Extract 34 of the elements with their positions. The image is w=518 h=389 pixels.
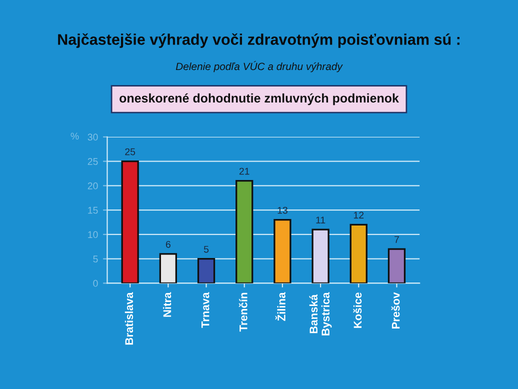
bar — [121, 160, 139, 284]
data-label: 11 — [316, 216, 326, 224]
y-tick-label: 5 — [93, 256, 98, 262]
x-tick-label: Banská Bystrica — [309, 292, 332, 336]
bar — [274, 218, 292, 284]
chart-subtitle: Delenie podľa VÚC a druhu výhrady — [176, 60, 343, 72]
data-label: 6 — [166, 240, 170, 248]
y-tick-label: 30 — [88, 134, 98, 141]
bar — [350, 224, 368, 284]
data-label: 12 — [354, 212, 364, 218]
x-tick-label: Trenčín — [238, 292, 248, 332]
x-tick-label: Nitra — [162, 292, 172, 317]
y-tick-label: 25 — [88, 158, 98, 165]
x-tick-label: Košice — [353, 292, 362, 328]
bar — [197, 258, 216, 284]
x-tick-label: Žilina — [275, 292, 286, 321]
data-label: 5 — [204, 246, 209, 253]
bar — [159, 253, 178, 284]
bar — [236, 180, 254, 284]
y-tick-label: 0 — [93, 280, 98, 287]
data-label: 21 — [239, 168, 250, 175]
x-tick-label: Trnava — [201, 292, 210, 328]
y-tick-label: 15 — [88, 206, 98, 214]
data-label: 25 — [125, 148, 136, 156]
data-label: 7 — [394, 236, 399, 243]
y-tick-label: 20 — [88, 182, 98, 190]
y-tick-label: 10 — [88, 231, 98, 238]
y-axis-title: % — [70, 132, 79, 140]
chart-title: Najčastejšie výhrady voči zdravotným poisťovniam sú : — [58, 33, 460, 48]
x-tick-label: Bratislava — [124, 292, 134, 345]
bar — [388, 248, 406, 284]
x-tick-label: Prešov — [391, 292, 400, 329]
bar — [312, 228, 330, 284]
text: oneskorené dohodnutie zmluvných podmienok — [120, 93, 399, 106]
